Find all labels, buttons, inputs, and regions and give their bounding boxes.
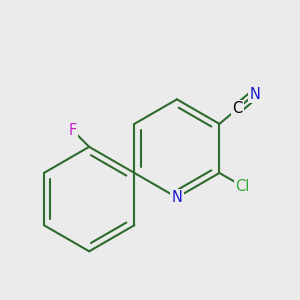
Text: C: C [232, 101, 243, 116]
Text: N: N [249, 87, 260, 102]
Text: Cl: Cl [236, 179, 250, 194]
Text: N: N [172, 190, 182, 205]
Text: F: F [68, 122, 76, 137]
